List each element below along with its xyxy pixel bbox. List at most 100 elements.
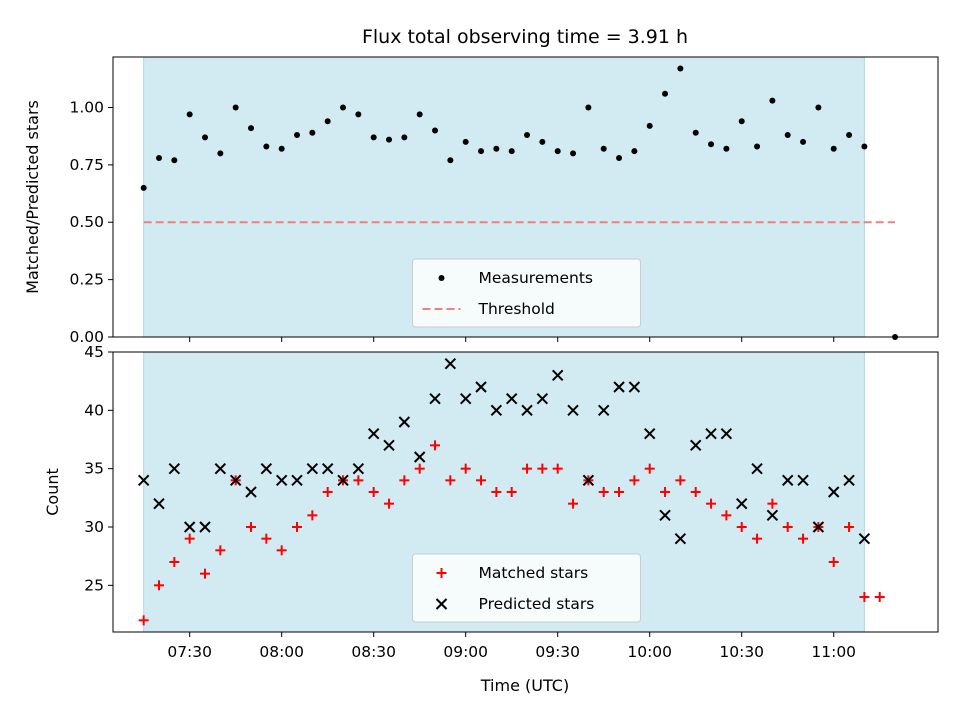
- predicted-star-stroke: [383, 439, 395, 452]
- matched-star-point: [307, 510, 318, 521]
- predicted-star-stroke: [444, 357, 457, 370]
- predicted-star-point: [843, 474, 855, 487]
- matched-star-point: [782, 522, 793, 532]
- matched-star-point: [690, 487, 701, 497]
- predicted-star-point: [858, 532, 871, 545]
- matched-star-point: [215, 545, 226, 556]
- matched-star-point: [706, 498, 717, 509]
- legend-predicted-stroke: [435, 598, 448, 610]
- matched-star-point: [568, 498, 579, 509]
- figure-title: Flux total observing time = 3.91 h: [362, 26, 688, 48]
- matched-star-point: [537, 463, 548, 474]
- measurement-point: [861, 143, 868, 150]
- predicted-star-stroke: [720, 427, 733, 440]
- predicted-star-stroke: [291, 474, 303, 487]
- predicted-star-point: [782, 474, 794, 487]
- x-tick-label: 11:00: [811, 643, 856, 661]
- predicted-star-point: [429, 392, 441, 405]
- predicted-star-stroke: [582, 474, 595, 487]
- predicted-star-stroke: [828, 486, 840, 498]
- matched-star-point: [752, 533, 763, 544]
- matched-star-point: [522, 463, 533, 474]
- x-tick-label: 10:30: [719, 643, 764, 661]
- matched-star-point: [200, 568, 211, 579]
- measurement-point: [248, 125, 255, 132]
- predicted-star-stroke: [797, 474, 809, 487]
- predicted-star-point: [597, 404, 610, 417]
- predicted-star-stroke: [199, 521, 211, 533]
- matched-star-point: [660, 487, 671, 497]
- predicted-star-stroke: [153, 497, 165, 510]
- count-panel: 25 30 35 40 45 07:30 08:00 08:30 09:00 09:30 10:0…: [43, 343, 939, 661]
- measurement-point: [570, 150, 577, 157]
- legend-label: Predicted stars: [479, 595, 595, 613]
- matched-star-point: [736, 522, 747, 532]
- predicted-star-point: [797, 474, 809, 487]
- matched-star-point: [261, 533, 272, 544]
- matched-star-point: [491, 487, 502, 497]
- predicted-star-point: [674, 532, 687, 545]
- measurement-point: [462, 138, 469, 145]
- measurement-point: [478, 148, 485, 155]
- predicted-star-stroke: [597, 404, 610, 417]
- matched-star-point: [246, 522, 257, 532]
- matched-star-point: [874, 592, 885, 602]
- measurement-point: [309, 129, 316, 136]
- x-tick-label: 08:00: [259, 643, 304, 661]
- ratio-y-axis-label: Matched/Predicted stars: [23, 100, 42, 294]
- predicted-star-stroke: [168, 462, 181, 475]
- predicted-star-point: [214, 462, 227, 475]
- predicted-star-point: [690, 439, 702, 452]
- predicted-star-point: [551, 369, 564, 382]
- measurement-point: [171, 157, 178, 164]
- matched-star-point: [629, 475, 640, 486]
- y-tick-label: 0.50: [69, 213, 104, 231]
- predicted-star-point: [398, 416, 411, 428]
- predicted-star-stroke: [398, 416, 411, 428]
- matched-star-point: [322, 487, 333, 497]
- predicted-star-point: [812, 521, 825, 533]
- y-tick-label: 35: [84, 460, 104, 478]
- count-x-ticks: 07:30 08:00 08:30 09:00 09:30 10:00 10:30 11:00: [167, 632, 856, 661]
- predicted-star-point: [766, 509, 779, 522]
- predicted-star-point: [229, 474, 242, 487]
- predicted-star-stroke: [183, 521, 196, 533]
- predicted-star-stroke: [352, 462, 365, 475]
- measurement-point: [784, 132, 791, 139]
- measurement-point: [447, 157, 454, 164]
- measurement-point: [401, 134, 408, 141]
- matched-star-point: [353, 475, 364, 486]
- count-panel-frame: [112, 351, 939, 633]
- measurement-point: [830, 145, 837, 152]
- predicted-star-stroke: [490, 404, 503, 417]
- predicted-star-point: [183, 521, 196, 533]
- predicted-star-stroke: [690, 439, 702, 452]
- matched-star-point: [614, 487, 625, 497]
- count-y-ticks: 25 30 35 40 45: [84, 343, 113, 594]
- legend-label: Threshold: [478, 300, 555, 318]
- predicted-star-point: [306, 462, 319, 475]
- matched-star-point: [169, 557, 180, 567]
- x-tick-label: 07:30: [167, 643, 212, 661]
- predicted-star-point: [521, 404, 533, 417]
- ratio-x-ticks: [189, 337, 835, 342]
- legend-measurement-swatch: [438, 275, 445, 281]
- matched-star-point: [384, 498, 395, 509]
- predicted-star-point: [659, 509, 671, 522]
- y-tick-label: 40: [84, 401, 104, 419]
- y-tick-label: 0.00: [69, 328, 104, 346]
- measurement-point: [263, 143, 270, 150]
- measurement-point: [202, 134, 209, 141]
- legend-predicted-swatch: [435, 598, 448, 610]
- measurement-point: [539, 138, 546, 145]
- measurement-point: [217, 150, 224, 157]
- measurement-point: [662, 90, 669, 97]
- predicted-star-stroke: [536, 392, 549, 405]
- measurement-point: [294, 132, 301, 139]
- predicted-star-point: [367, 427, 380, 440]
- predicted-star-point: [245, 486, 257, 498]
- y-tick-label: 1.00: [69, 98, 104, 116]
- measurement-point: [600, 145, 607, 152]
- x-tick-label: 08:30: [351, 643, 396, 661]
